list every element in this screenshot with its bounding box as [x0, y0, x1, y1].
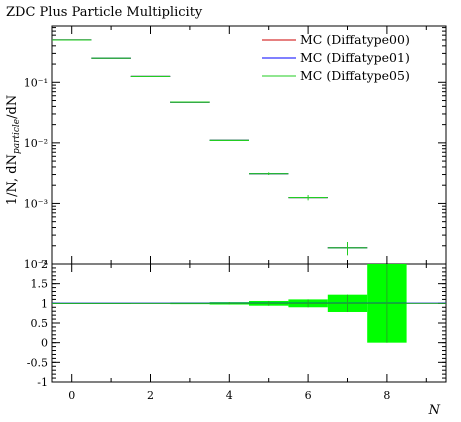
x-axis-label: N: [428, 403, 441, 418]
ratio-y-ticks: 2 1.5 1 0.5 0 -0.5 -1: [27, 258, 446, 389]
main-y-tick-label: 10⁻¹: [24, 76, 48, 89]
main-y-tick-label: 10⁻³: [24, 197, 48, 210]
ratio-y-tick-label: 0: [41, 337, 48, 350]
x-tick-label: 2: [147, 389, 154, 402]
ratio-y-tick-label: 1.5: [31, 278, 49, 291]
main-y-tick-label: 10⁻⁴: [24, 258, 49, 271]
ratio-y-tick-label: 2: [41, 258, 48, 271]
ratio-y-tick-label: -0.5: [27, 356, 48, 369]
ratio-y-tick-label: 0.5: [31, 317, 49, 330]
main-y-tick-label: 10⁻²: [24, 137, 48, 150]
legend: MC (Diffatype00) MC (Diffatype01) MC (Di…: [262, 32, 410, 83]
x-tick-label: 0: [68, 389, 75, 402]
ratio-y-tick-label: -1: [37, 376, 48, 389]
main-y-ticks: 10⁻¹ 10⁻² 10⁻³ 10⁻⁴: [24, 27, 446, 271]
x-ticks: 0 2 4 6 8: [68, 26, 427, 402]
ratio-y-tick-label: 1: [41, 297, 48, 310]
x-tick-label: 6: [305, 389, 312, 402]
x-tick-label: 4: [226, 389, 233, 402]
ratio-lines: [52, 264, 446, 343]
legend-label-1: MC (Diffatype01): [300, 50, 410, 65]
series-layer: [52, 39, 368, 256]
x-tick-label: 8: [383, 389, 390, 402]
legend-label-0: MC (Diffatype00): [300, 32, 410, 47]
chart-title: ZDC Plus Particle Multiplicity: [6, 5, 203, 20]
legend-label-2: MC (Diffatype05): [300, 68, 410, 83]
y-axis-label: 1/N, dNparticle/dN: [5, 95, 22, 205]
